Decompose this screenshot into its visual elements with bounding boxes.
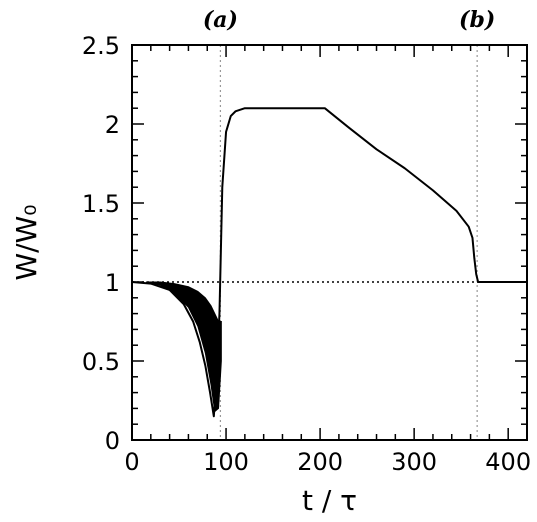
tick-labels-layer: 0 100 200 300 400 0 0.5 1 1.5 2 2.5 bbox=[82, 32, 531, 476]
x-tick-label: 0 bbox=[124, 448, 139, 476]
oscillation-band bbox=[145, 281, 222, 413]
ticks-layer bbox=[131, 44, 528, 441]
x-tick-label: 400 bbox=[485, 448, 531, 476]
marker-label: (b) bbox=[459, 7, 495, 33]
marker-label: (a) bbox=[203, 7, 238, 33]
y-tick-label: 2 bbox=[105, 111, 120, 139]
y-tick-label: 1.5 bbox=[82, 190, 120, 218]
oscillation-band-layer bbox=[145, 281, 222, 413]
x-tick-label: 100 bbox=[203, 448, 249, 476]
y-tick-label: 2.5 bbox=[82, 32, 120, 60]
y-axis-title: W/W₀ bbox=[10, 204, 43, 280]
plot-frame bbox=[131, 44, 528, 441]
series-line bbox=[131, 107, 527, 418]
reference-lines bbox=[132, 45, 527, 440]
y-tick-label: 0.5 bbox=[82, 348, 120, 376]
annotation-layer: (a) (b) bbox=[203, 7, 495, 33]
y-tick-label: 1 bbox=[105, 269, 120, 297]
series-layer bbox=[131, 107, 527, 418]
x-axis-title: t / τ bbox=[302, 484, 357, 517]
x-tick-label: 300 bbox=[391, 448, 437, 476]
x-tick-label: 200 bbox=[297, 448, 343, 476]
y-tick-label: 0 bbox=[105, 427, 120, 455]
